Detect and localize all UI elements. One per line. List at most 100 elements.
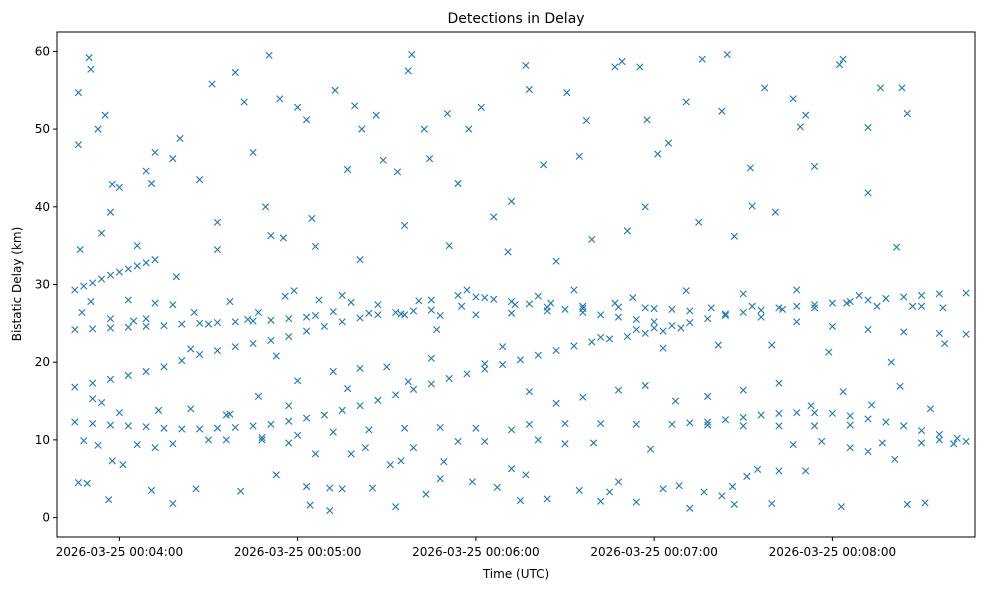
data-point	[326, 484, 334, 492]
data-point	[89, 325, 97, 333]
data-point	[835, 61, 844, 69]
series-track-12km-late	[525, 419, 854, 430]
data-point	[522, 61, 530, 69]
data-point	[935, 329, 943, 338]
data-point	[374, 396, 382, 404]
data-point	[516, 356, 525, 364]
data-point	[463, 370, 471, 378]
data-point	[85, 54, 93, 62]
data-point	[254, 392, 263, 400]
data-point	[440, 458, 448, 466]
data-point	[728, 482, 737, 491]
data-point	[962, 289, 970, 297]
data-point	[427, 380, 435, 388]
data-point	[285, 332, 293, 341]
data-point	[347, 450, 355, 458]
series-track-rising-late	[632, 289, 970, 334]
data-point	[351, 102, 359, 110]
data-point	[917, 439, 926, 447]
data-point	[887, 358, 895, 366]
data-point	[704, 421, 712, 429]
data-point	[392, 503, 400, 511]
data-point	[878, 439, 886, 447]
data-point	[427, 296, 435, 304]
data-point	[810, 304, 819, 312]
data-point	[493, 483, 501, 491]
data-point	[356, 364, 364, 372]
data-point	[614, 313, 623, 321]
data-point	[892, 243, 901, 251]
data-point	[142, 322, 150, 331]
data-point	[78, 308, 86, 317]
data-point	[926, 405, 935, 413]
data-point	[846, 444, 854, 452]
data-point	[311, 242, 320, 251]
data-point	[935, 430, 943, 439]
data-point	[828, 322, 836, 331]
data-point	[718, 107, 726, 115]
data-point	[115, 268, 123, 276]
data-point	[71, 418, 79, 426]
data-point	[597, 333, 605, 341]
data-point	[659, 327, 667, 335]
data-point	[76, 245, 84, 254]
data-point	[409, 307, 418, 315]
data-point	[789, 440, 797, 449]
data-point	[427, 354, 435, 362]
data-point	[597, 497, 605, 505]
data-point	[151, 256, 159, 264]
x-tick-label: 2026-03-25 00:04:00	[56, 545, 183, 559]
data-point	[677, 324, 685, 332]
data-point	[775, 409, 783, 418]
data-point	[643, 116, 651, 124]
data-point	[962, 437, 970, 446]
data-point	[281, 292, 289, 300]
data-point	[917, 302, 926, 310]
data-point	[793, 286, 801, 294]
data-point	[481, 294, 489, 302]
data-point	[192, 485, 200, 493]
data-point	[231, 318, 239, 326]
data-point	[115, 409, 123, 417]
data-point	[133, 440, 141, 449]
data-point	[909, 302, 917, 310]
data-point	[962, 330, 970, 338]
data-point	[775, 422, 783, 430]
data-point	[285, 315, 293, 323]
data-point	[876, 84, 885, 92]
data-point	[311, 311, 320, 320]
data-point	[105, 496, 113, 504]
data-point	[94, 441, 102, 449]
data-point	[534, 436, 542, 444]
data-point	[570, 286, 578, 294]
data-point	[285, 417, 293, 425]
data-point	[358, 125, 366, 133]
data-point	[386, 461, 394, 469]
data-point	[272, 471, 280, 479]
data-point	[534, 351, 542, 359]
data-point	[900, 328, 908, 336]
data-point	[891, 455, 899, 463]
data-point	[864, 189, 872, 197]
data-point	[636, 63, 644, 71]
data-point	[579, 302, 587, 310]
data-point	[743, 472, 751, 480]
data-point	[160, 322, 168, 330]
data-point	[882, 418, 890, 426]
data-point	[522, 471, 530, 479]
data-point	[160, 363, 168, 371]
data-point	[463, 286, 471, 294]
data-point	[365, 309, 373, 317]
data-point	[707, 304, 715, 312]
data-point	[71, 325, 79, 334]
x-tick-label: 2026-03-25 00:08:00	[769, 545, 896, 559]
data-point	[903, 500, 911, 508]
data-point	[74, 141, 82, 149]
data-point	[115, 183, 123, 191]
data-point	[525, 388, 533, 396]
data-point	[302, 482, 311, 491]
data-point	[445, 242, 453, 250]
data-point	[516, 496, 525, 505]
series-track-low-late	[686, 409, 970, 446]
data-point	[213, 424, 222, 432]
